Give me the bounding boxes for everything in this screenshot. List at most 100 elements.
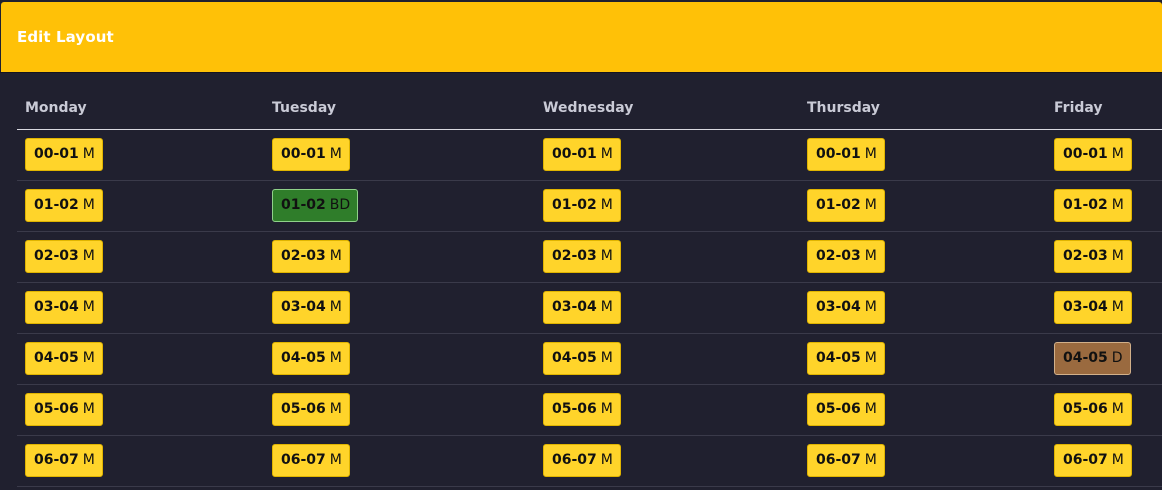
time-slot-range: 01-02: [816, 197, 861, 213]
table-cell-friday: 05-06 M: [1054, 393, 1132, 426]
time-slot-button[interactable]: 06-07 M: [543, 444, 621, 477]
time-slot-code: M: [1111, 401, 1124, 417]
table-body: 00-01 M 00-01 M 00-01 M 00-01 M 00-01 M 01-02 M 01-0…: [17, 130, 1162, 487]
time-slot-range: 05-06: [552, 401, 597, 417]
time-slot-range: 03-04: [552, 299, 597, 315]
table-cell-wednesday: 05-06 M: [543, 393, 621, 426]
time-slot-button[interactable]: 01-02 M: [807, 189, 885, 222]
time-slot-button[interactable]: 00-01 M: [1054, 138, 1132, 171]
time-slot-button[interactable]: 04-05 M: [272, 342, 350, 375]
time-slot-button[interactable]: 02-03 M: [25, 240, 103, 273]
modal-header: Edit Layout: [1, 2, 1162, 72]
time-slot-button[interactable]: 01-02 M: [25, 189, 103, 222]
time-slot-button[interactable]: 04-05 M: [807, 342, 885, 375]
time-slot-code: M: [864, 401, 877, 417]
table-row: 06-07 M 06-07 M 06-07 M 06-07 M 06-07 M: [17, 436, 1162, 487]
table-cell-friday: 01-02 M: [1054, 189, 1132, 222]
time-slot-button[interactable]: 06-07 M: [1054, 444, 1132, 477]
time-slot-range: 05-06: [34, 401, 79, 417]
column-header-monday: Monday: [25, 100, 87, 116]
table-cell-friday: 04-05 D: [1054, 342, 1131, 375]
column-header-tuesday: Tuesday: [272, 100, 336, 116]
table-cell-thursday: 00-01 M: [807, 138, 885, 171]
time-slot-button[interactable]: 06-07 M: [272, 444, 350, 477]
table-cell-wednesday: 03-04 M: [543, 291, 621, 324]
time-slot-range: 05-06: [281, 401, 326, 417]
time-slot-button[interactable]: 00-01 M: [807, 138, 885, 171]
table-cell-monday: 05-06 M: [25, 393, 103, 426]
table-cell-friday: 06-07 M: [1054, 444, 1132, 477]
table-cell-monday: 04-05 M: [25, 342, 103, 375]
time-slot-button[interactable]: 05-06 M: [25, 393, 103, 426]
time-slot-button[interactable]: 04-05 D: [1054, 342, 1131, 375]
time-slot-button[interactable]: 03-04 M: [272, 291, 350, 324]
time-slot-button[interactable]: 04-05 M: [543, 342, 621, 375]
time-slot-button[interactable]: 01-02 M: [1054, 189, 1132, 222]
table-cell-thursday: 05-06 M: [807, 393, 885, 426]
time-slot-range: 03-04: [281, 299, 326, 315]
time-slot-range: 00-01: [552, 146, 597, 162]
time-slot-button[interactable]: 04-05 M: [25, 342, 103, 375]
time-slot-button[interactable]: 06-07 M: [807, 444, 885, 477]
time-slot-button[interactable]: 05-06 M: [807, 393, 885, 426]
time-slot-code: D: [1111, 350, 1123, 366]
table-cell-thursday: 04-05 M: [807, 342, 885, 375]
time-slot-button[interactable]: 03-04 M: [1054, 291, 1132, 324]
time-slot-range: 01-02: [281, 197, 326, 213]
table-row: 05-06 M 05-06 M 05-06 M 05-06 M 05-06 M: [17, 385, 1162, 436]
time-slot-range: 02-03: [281, 248, 326, 264]
time-slot-range: 00-01: [1063, 146, 1108, 162]
time-slot-code: M: [864, 146, 877, 162]
time-slot-code: M: [82, 197, 95, 213]
time-slot-range: 02-03: [1063, 248, 1108, 264]
time-slot-code: M: [600, 197, 613, 213]
time-slot-range: 06-07: [34, 452, 79, 468]
time-slot-range: 00-01: [281, 146, 326, 162]
time-slot-button[interactable]: 06-07 M: [25, 444, 103, 477]
modal-title: Edit Layout: [17, 28, 114, 46]
table-cell-thursday: 03-04 M: [807, 291, 885, 324]
time-slot-button[interactable]: 02-03 M: [1054, 240, 1132, 273]
time-slot-button[interactable]: 01-02 BD: [272, 189, 359, 222]
time-slot-button[interactable]: 03-04 M: [543, 291, 621, 324]
time-slot-code: M: [1111, 299, 1124, 315]
time-slot-button[interactable]: 05-06 M: [272, 393, 350, 426]
table-cell-friday: 02-03 M: [1054, 240, 1132, 273]
table-row: 03-04 M 03-04 M 03-04 M 03-04 M 03-04 M: [17, 283, 1162, 334]
time-slot-button[interactable]: 02-03 M: [807, 240, 885, 273]
time-slot-button[interactable]: 03-04 M: [807, 291, 885, 324]
time-slot-range: 03-04: [34, 299, 79, 315]
time-slot-range: 02-03: [816, 248, 861, 264]
time-slot-range: 00-01: [816, 146, 861, 162]
table-row: 02-03 M 02-03 M 02-03 M 02-03 M 02-03 M: [17, 232, 1162, 283]
time-slot-button[interactable]: 03-04 M: [25, 291, 103, 324]
table-cell-monday: 03-04 M: [25, 291, 103, 324]
time-slot-code: M: [82, 401, 95, 417]
time-slot-button[interactable]: 00-01 M: [272, 138, 350, 171]
time-slot-button[interactable]: 02-03 M: [272, 240, 350, 273]
header-divider: [0, 72, 1162, 73]
time-slot-range: 06-07: [552, 452, 597, 468]
time-slot-button[interactable]: 05-06 M: [1054, 393, 1132, 426]
time-slot-code: M: [1111, 248, 1124, 264]
time-slot-code: M: [1111, 146, 1124, 162]
time-slot-button[interactable]: 02-03 M: [543, 240, 621, 273]
time-slot-code: M: [864, 248, 877, 264]
time-slot-code: M: [864, 452, 877, 468]
time-slot-button[interactable]: 00-01 M: [543, 138, 621, 171]
time-slot-range: 01-02: [1063, 197, 1108, 213]
time-slot-code: M: [82, 146, 95, 162]
time-slot-range: 04-05: [552, 350, 597, 366]
time-slot-code: BD: [329, 197, 351, 213]
time-slot-button[interactable]: 05-06 M: [543, 393, 621, 426]
time-slot-button[interactable]: 00-01 M: [25, 138, 103, 171]
column-header-thursday: Thursday: [807, 100, 880, 116]
column-header-wednesday: Wednesday: [543, 100, 634, 116]
table-cell-monday: 01-02 M: [25, 189, 103, 222]
table-cell-friday: 00-01 M: [1054, 138, 1132, 171]
time-slot-range: 06-07: [281, 452, 326, 468]
time-slot-button[interactable]: 01-02 M: [543, 189, 621, 222]
table-cell-tuesday: 06-07 M: [272, 444, 350, 477]
table-cell-friday: 03-04 M: [1054, 291, 1132, 324]
